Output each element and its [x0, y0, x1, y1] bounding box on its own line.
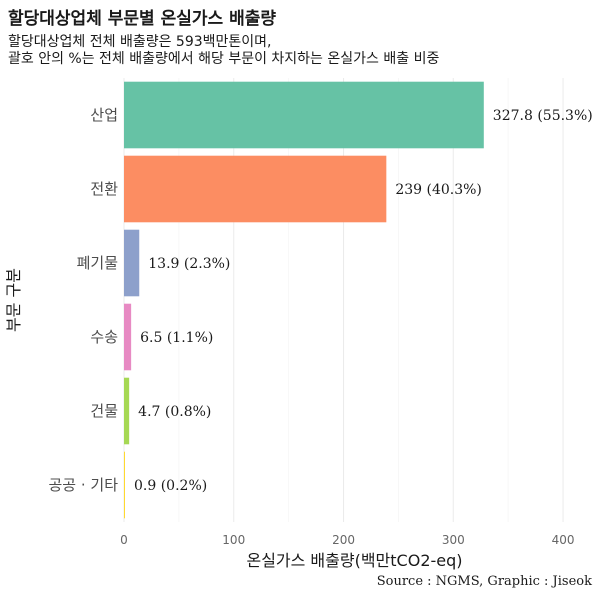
chart-title: 할당대상업체 부문별 온실가스 배출량 [8, 9, 276, 29]
bar [124, 377, 130, 445]
labels: 0 100 200 300 400 산업 327.8 (55.3%) 전환 239 (40.3%… [48, 106, 592, 547]
value-label: 0.9 (0.2%) [134, 478, 207, 494]
value-label: 4.7 (0.8%) [138, 404, 211, 420]
source-caption: Source : NGMS, Graphic : Jiseok [376, 574, 592, 589]
x-tick-label: 0 [120, 533, 128, 547]
y-axis-title: 부문 구분 [4, 268, 23, 332]
category-label: 건물 [90, 402, 118, 420]
subtitle-line-2: 괄호 안의 %는 전체 배출량에서 해당 부문이 차지하는 온실가스 배출 비중 [8, 51, 440, 67]
x-tick-label: 400 [552, 533, 575, 547]
bar [124, 303, 132, 371]
bar [124, 155, 387, 223]
category-label: 폐기물 [77, 254, 118, 272]
bar [124, 81, 484, 149]
x-tick-label: 200 [332, 533, 355, 547]
x-tick-label: 100 [222, 533, 245, 547]
bars [124, 81, 484, 519]
chart-subtitle: 할당대상업체 전체 배출량은 593백만톤이며, 괄호 안의 %는 전체 배출량… [8, 34, 439, 68]
subtitle-line-1: 할당대상업체 전체 배출량은 593백만톤이며, [8, 34, 272, 50]
category-label: 공공 · 기타 [48, 476, 118, 494]
x-axis-title: 온실가스 배출량(백만tCO2-eq) [246, 551, 462, 570]
bar [124, 229, 140, 297]
value-label: 327.8 (55.3%) [493, 108, 593, 124]
value-label: 13.9 (2.3%) [148, 256, 230, 272]
category-label: 산업 [90, 106, 118, 124]
category-label: 수송 [90, 328, 118, 346]
x-tick-label: 300 [442, 533, 465, 547]
value-label: 6.5 (1.1%) [140, 330, 213, 346]
grid-lines [123, 78, 564, 522]
value-label: 239 (40.3%) [395, 182, 482, 198]
category-label: 전환 [90, 180, 118, 198]
bar [124, 451, 125, 519]
